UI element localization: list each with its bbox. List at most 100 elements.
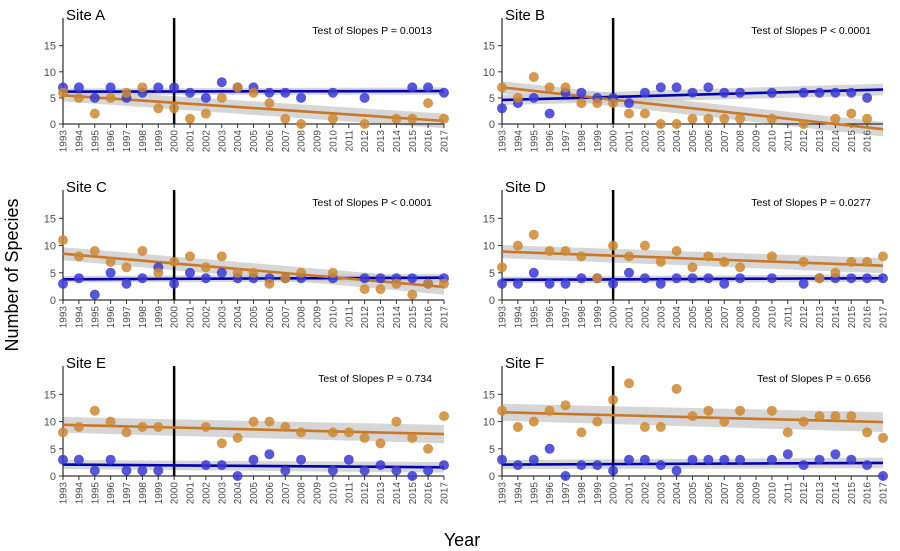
x-tick-label: 2013 [376,306,387,329]
x-tick-label: 2014 [392,306,403,329]
x-tick-label: 1993 [59,130,70,153]
panel-4: 0 5 10 15 1993 1994 1995 1996 1997 1998 1999 2000 20… [483,179,890,328]
x-tick-label: 2011 [344,306,355,328]
x-tick-label: 2011 [783,130,794,152]
data-point-blue [735,454,746,465]
data-point-blue [528,454,539,465]
x-tick-label: 1996 [545,482,556,505]
data-point-blue [719,454,730,465]
data-point-blue [719,87,730,98]
data-point-blue [846,273,857,284]
data-point-orange [296,119,307,129]
data-point-orange [391,278,402,289]
x-tick-label: 2013 [815,306,826,329]
data-point-orange [687,113,698,124]
y-tick-label: 5 [50,444,56,456]
data-point-blue [655,278,666,289]
x-tick-label: 1997 [122,130,133,153]
data-point-orange [280,273,291,284]
x-tick-label: 2003 [656,130,667,153]
data-point-orange [264,278,275,289]
x-tick-label: 1995 [90,482,101,505]
x-tick-label: 2005 [249,306,260,329]
data-point-blue [137,273,148,284]
x-tick-label: 1998 [138,482,149,505]
x-tick-label: 2015 [847,130,858,153]
data-point-orange [671,246,682,256]
panel-title: Site C [66,179,107,196]
y-tick-label: 10 [483,417,495,429]
data-point-orange [576,251,587,262]
x-tick-label: 2006 [704,482,715,505]
x-tick-label: 2001 [625,482,636,505]
data-point-orange [719,113,730,124]
data-point-orange [121,87,132,98]
x-tick-label: 1999 [593,482,604,505]
data-point-orange [73,92,84,103]
data-point-orange [814,411,825,422]
x-tick-label: 2002 [640,130,651,153]
x-tick-label: 1999 [593,130,604,153]
x-tick-label: 1993 [498,306,509,329]
y-tick-label: 15 [483,41,495,53]
data-point-blue [624,454,634,465]
data-point-orange [153,422,164,432]
x-tick-label: 2016 [863,130,874,153]
data-point-orange [830,113,841,124]
x-tick-label: 2012 [360,130,371,153]
data-point-blue [878,471,888,481]
x-tick-label: 2008 [297,306,308,329]
x-tick-label: 2000 [170,130,181,153]
data-point-blue [359,92,370,103]
x-tick-label: 1994 [74,130,85,153]
x-tick-label: 2007 [281,306,292,329]
data-point-blue [512,460,523,471]
data-point-blue [423,465,434,476]
data-point-blue [798,87,809,98]
data-point-blue [58,278,68,289]
y-tick-label: 0 [489,295,495,307]
x-tick-label: 2002 [201,482,212,505]
data-point-orange [512,240,523,251]
data-point-orange [798,256,809,267]
data-point-blue [830,87,841,98]
x-tick-label: 2000 [609,482,620,505]
x-tick-label: 2006 [704,130,715,153]
x-tick-label: 2002 [640,306,651,329]
x-tick-label: 2012 [799,306,810,329]
data-point-blue [439,87,449,98]
x-tick-label: 2015 [847,482,858,505]
x-tick-label: 2011 [783,306,794,328]
data-point-blue [608,278,619,289]
data-point-blue [121,278,132,289]
data-point-orange [58,235,68,246]
panels: 0 5 10 15 1993 1994 1995 1996 1997 1998 1999 2000 20… [44,7,890,504]
data-point-blue [544,108,555,119]
data-point-blue [639,273,650,284]
data-point-blue [280,465,291,476]
x-tick-label: 2003 [656,306,667,329]
data-point-orange [862,113,873,124]
data-point-blue [544,278,555,289]
x-tick-label: 2012 [799,130,810,153]
data-point-orange [280,113,291,124]
x-tick-label: 2002 [640,482,651,505]
data-point-orange [592,273,603,284]
data-point-blue [592,460,603,471]
data-point-blue [862,273,873,284]
x-tick-label: 2008 [297,130,308,153]
x-tick-label: 1995 [90,130,101,153]
data-point-orange [703,251,714,262]
data-point-orange [735,262,746,273]
data-point-orange [639,240,650,251]
data-point-orange [248,87,259,98]
x-tick-label: 2009 [313,306,324,329]
data-point-orange [200,262,211,273]
data-point-blue [439,460,449,471]
x-tick-label: 2005 [249,482,260,505]
x-tick-label: 2006 [704,306,715,329]
data-point-orange [624,108,634,119]
data-point-blue [216,460,227,471]
data-point-blue [766,273,777,284]
slope-test-annotation: Test of Slopes P = 0.0277 [751,197,871,209]
